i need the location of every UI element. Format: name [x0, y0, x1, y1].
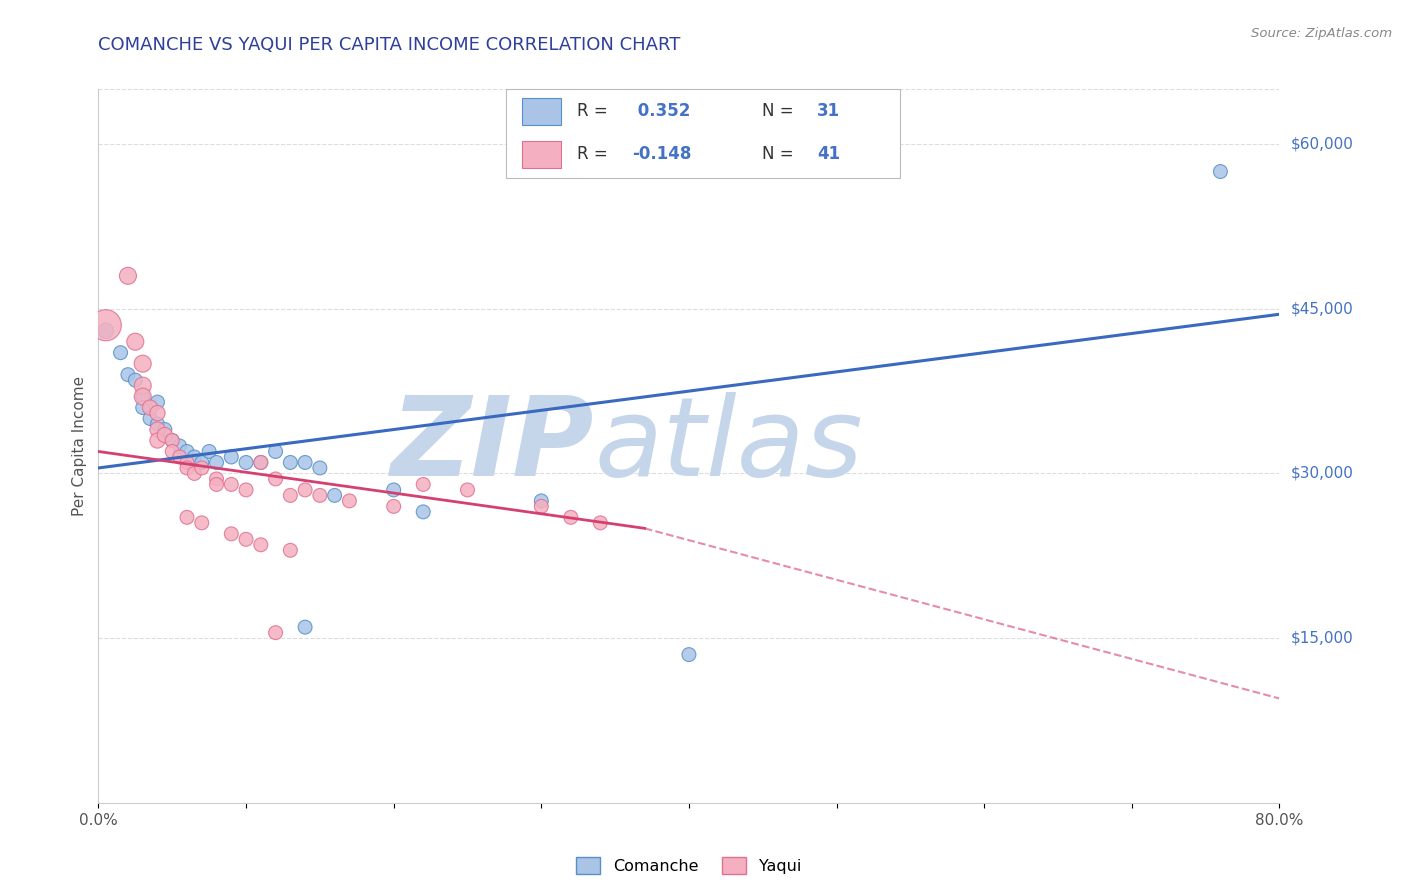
Point — [183, 450, 205, 464]
Point — [132, 357, 155, 371]
Point — [124, 373, 146, 387]
Point — [205, 455, 228, 469]
Point — [183, 467, 205, 481]
FancyBboxPatch shape — [522, 141, 561, 168]
Point — [146, 434, 169, 448]
Point — [132, 401, 155, 415]
Point — [264, 444, 287, 458]
Point — [191, 455, 214, 469]
FancyBboxPatch shape — [506, 89, 900, 178]
Point — [309, 461, 332, 475]
Point — [162, 434, 183, 448]
Point — [176, 461, 198, 475]
Text: Source: ZipAtlas.com: Source: ZipAtlas.com — [1251, 27, 1392, 40]
Text: $30,000: $30,000 — [1291, 466, 1354, 481]
Text: -0.148: -0.148 — [633, 145, 692, 163]
Point — [132, 390, 155, 404]
Point — [264, 472, 287, 486]
Point — [124, 334, 146, 349]
Point — [589, 516, 612, 530]
Point — [139, 401, 162, 415]
Point — [278, 455, 302, 469]
Point — [162, 444, 183, 458]
Point — [205, 477, 228, 491]
Point — [146, 395, 169, 409]
Point — [235, 533, 257, 547]
Point — [309, 488, 332, 502]
Point — [456, 483, 478, 497]
Point — [678, 648, 700, 662]
Legend: Comanche, Yaqui: Comanche, Yaqui — [569, 851, 808, 880]
Text: ZIP: ZIP — [391, 392, 595, 500]
Point — [294, 483, 316, 497]
Point — [110, 345, 132, 359]
Point — [198, 444, 221, 458]
Point — [337, 494, 360, 508]
Point — [132, 390, 155, 404]
Point — [530, 500, 553, 514]
Point — [205, 472, 228, 486]
Text: N =: N = — [762, 103, 799, 120]
Point — [382, 483, 405, 497]
Point — [146, 406, 169, 420]
Point — [169, 439, 191, 453]
Text: atlas: atlas — [595, 392, 863, 500]
Point — [1209, 164, 1232, 178]
Point — [560, 510, 582, 524]
Point — [153, 428, 176, 442]
Point — [250, 538, 273, 552]
Text: N =: N = — [762, 145, 799, 163]
Point — [94, 318, 117, 333]
Y-axis label: Per Capita Income: Per Capita Income — [72, 376, 87, 516]
Point — [117, 368, 139, 382]
Text: R =: R = — [576, 103, 613, 120]
Point — [139, 411, 162, 425]
Point — [250, 455, 273, 469]
Text: COMANCHE VS YAQUI PER CAPITA INCOME CORRELATION CHART: COMANCHE VS YAQUI PER CAPITA INCOME CORR… — [98, 36, 681, 54]
Point — [169, 450, 191, 464]
FancyBboxPatch shape — [522, 98, 561, 125]
Point — [294, 620, 316, 634]
Point — [191, 461, 214, 475]
Point — [250, 455, 273, 469]
Point — [278, 488, 302, 502]
Text: 0.352: 0.352 — [633, 103, 690, 120]
Point — [146, 423, 169, 437]
Point — [176, 455, 198, 469]
Point — [176, 444, 198, 458]
Text: $60,000: $60,000 — [1291, 136, 1354, 152]
Point — [219, 450, 242, 464]
Point — [219, 526, 242, 541]
Point — [382, 500, 405, 514]
Point — [530, 494, 553, 508]
Text: $45,000: $45,000 — [1291, 301, 1354, 317]
Text: 31: 31 — [817, 103, 841, 120]
Point — [219, 477, 242, 491]
Point — [264, 625, 287, 640]
Point — [278, 543, 302, 558]
Text: 41: 41 — [817, 145, 841, 163]
Text: R =: R = — [576, 145, 613, 163]
Point — [412, 477, 434, 491]
Text: $15,000: $15,000 — [1291, 631, 1354, 646]
Point — [117, 268, 139, 283]
Point — [94, 324, 117, 338]
Point — [153, 423, 176, 437]
Point — [412, 505, 434, 519]
Point — [176, 510, 198, 524]
Point — [235, 455, 257, 469]
Point — [132, 378, 155, 392]
Point — [323, 488, 346, 502]
Point — [235, 483, 257, 497]
Point — [146, 417, 169, 431]
Point — [162, 434, 183, 448]
Point — [191, 516, 214, 530]
Point — [294, 455, 316, 469]
